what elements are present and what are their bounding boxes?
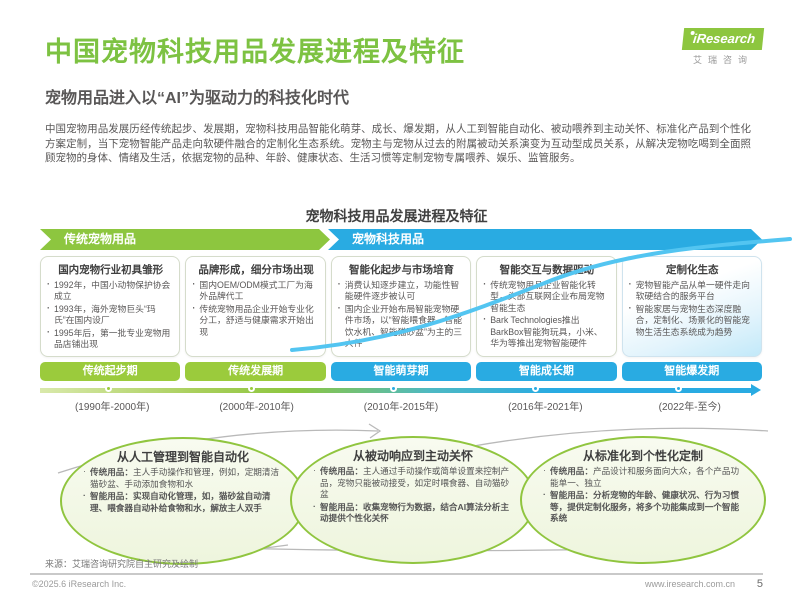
phase-label-2: 传统发展期 <box>185 362 326 381</box>
stage-boxes: 国内宠物行业初具雏形 1992年，中国小动物保护协会成立 1993年，海外宠物巨… <box>40 256 762 357</box>
stage-heading: 智能化起步与市场培育 <box>348 264 454 276</box>
timeline-dot <box>674 385 682 392</box>
phase-label-1: 传统起步期 <box>40 362 181 381</box>
stage-bullet: 传统宠物用品企业智能化转型，头部互联网企业布局宠物智能生态 <box>483 279 610 314</box>
feature-item-text: 分析宠物的年龄、健康状况、行为习惯等，提供定制化服务，将多个功能集成到一个智能系… <box>550 490 740 524</box>
feature-item-text: 主人通过手动操作或简单设置来控制产品，宠物只能被动接受，如定时喂食器、自动猫砂盆 <box>320 466 510 500</box>
feature-item-label: 智能用品： <box>320 501 363 512</box>
feature-ellipse-personalization: 从标准化到个性化定制 传统用品：产品设计和服务面向大众，各个产品功能单一、独立 … <box>520 436 766 564</box>
stage-bullet: 传统宠物用品企业开始专业化分工，舒适与健康需求开始出现 <box>192 303 319 338</box>
feature-item: 传统用品：主人通过手动操作或简单设置来控制产品，宠物只能被动接受，如定时喂食器、… <box>311 465 515 501</box>
feature-item: 传统用品：产品设计和服务面向大众，各个产品功能单一、独立 <box>541 465 745 489</box>
feature-item: 智能用品：实现自动化管理，如，猫砂盆自动清理、喂食器自动补给食物和水，解放主人双… <box>81 490 285 514</box>
feature-ellipse-proactive-care: 从被动响应到主动关怀 传统用品：主人通过手动操作或简单设置来控制产品，宠物只能被… <box>290 436 536 564</box>
feature-item-text: 产品设计和服务面向大众，各个产品功能单一、独立 <box>550 466 740 488</box>
year-labels: (1990年-2000年) (2000年-2010年) (2010年-2015年… <box>40 398 762 413</box>
feature-item-label: 智能用品： <box>90 491 133 502</box>
stage-heading: 国内宠物行业初具雏形 <box>58 264 164 276</box>
stage-heading: 品牌形成，细分市场出现 <box>198 264 314 276</box>
timeline-dot <box>532 385 540 392</box>
feature-item: 智能用品：收集宠物行为数据，结合AI算法分析主动提供个性化关怀 <box>311 501 515 525</box>
diagram-title: 宠物科技用品发展进程及特征 <box>305 208 488 224</box>
feature-item-label: 传统用品： <box>550 466 593 476</box>
stage-box-5: 定制化生态 宠物智能产品从单一硬件走向软硬结合的服务平台 智能家居与宠物生态深度… <box>621 256 762 357</box>
stage-bullet: 1993年，海外宠物巨头“玛氏”在国内设厂 <box>47 303 174 327</box>
stage-bullet: 消费认知逐步建立，功能性智能硬件逐步被认可 <box>338 279 465 303</box>
year-range-1: (1990年-2000年) <box>74 402 150 413</box>
stage-heading: 定制化生态 <box>666 264 719 276</box>
year-range-5: (2022年-至今) <box>658 402 721 413</box>
category-bar-tech: 宠物科技用品 <box>328 229 762 250</box>
feature-item-label: 智能用品： <box>550 490 593 501</box>
year-range-4: (2016年-2021年) <box>508 402 583 413</box>
timeline-diagram: 传统宠物用品 宠物科技用品 国内宠物行业初具雏形 1992年，中国小动物保护协会… <box>40 229 762 415</box>
stage-bullet: 国内OEM/ODM模式工厂为海外品牌代工 <box>192 279 319 303</box>
intro-paragraph: 中国宠物用品发展历经传统起步、发展期，宠物科技用品智能化萌芽、成长、爆发期，从人… <box>45 123 751 165</box>
feature-item-label: 传统用品： <box>320 466 363 476</box>
stage-bullet: Bark Technologies推出BarkBox智能狗玩具，小米、华为等推出… <box>483 314 610 349</box>
timeline-arrow-icon <box>751 384 761 396</box>
stage-box-2: 品牌形成，细分市场出现 国内OEM/ODM模式工厂为海外品牌代工 传统宠物用品企… <box>185 256 326 357</box>
timeline-axis <box>40 384 761 396</box>
feature-ellipse-automation: 从人工管理到智能自动化 传统用品：主人手动操作和管理，例如，定期清洁猫砂盆、手动… <box>60 437 306 565</box>
feature-title: 从标准化到个性化定制 <box>582 449 703 463</box>
footer-page-number: 5 <box>756 578 763 590</box>
logo-brand-cn: 艾瑞咨询 <box>692 55 753 65</box>
footer-divider <box>30 573 763 575</box>
feature-title: 从被动响应到主动关怀 <box>352 449 473 463</box>
timeline-dot <box>390 385 397 392</box>
source-note: 来源：艾瑞咨询研究院自主研究及绘制 <box>45 559 199 569</box>
feature-item-label: 传统用品： <box>90 467 133 477</box>
stage-box-1: 国内宠物行业初具雏形 1992年，中国小动物保护协会成立 1993年，海外宠物巨… <box>40 256 181 357</box>
stage-bullet: 1995年后，第一批专业宠物用品店铺出现 <box>47 327 174 351</box>
iresearch-logo: iResearch 艾瑞咨询 <box>681 28 765 66</box>
stage-bullet: 1992年，中国小动物保护协会成立 <box>47 279 174 303</box>
timeline-dot <box>105 385 113 392</box>
timeline-dot <box>247 385 255 392</box>
year-range-3: (2010年-2015年) <box>363 402 439 413</box>
stage-bullet: 宠物智能产品从单一硬件走向软硬结合的服务平台 <box>629 279 756 303</box>
page-title: 中国宠物科技用品发展进程及特征 <box>45 37 465 67</box>
feature-title: 从人工管理到智能自动化 <box>116 450 249 464</box>
category-bar-traditional: 传统宠物用品 <box>40 229 330 250</box>
feature-item-text: 收集宠物行为数据，结合AI算法分析主动提供个性化关怀 <box>320 501 510 524</box>
phase-label-4: 智能成长期 <box>476 362 617 381</box>
stage-bullet: 智能家居与宠物生态深度融合，定制化、场景化的智能宠物生活生态系统成为趋势 <box>629 303 756 338</box>
feature-item-text: 主人手动操作和管理，例如，定期清洁猫砂盆、手动添加食物和水 <box>90 467 280 489</box>
feature-item: 智能用品：分析宠物的年龄、健康状况、行为习惯等，提供定制化服务，将多个功能集成到… <box>541 489 745 525</box>
year-range-2: (2000年-2010年) <box>219 402 294 413</box>
stage-box-3: 智能化起步与市场培育 消费认知逐步建立，功能性智能硬件逐步被认可 国内企业开始布… <box>330 256 472 357</box>
stage-bullet: 国内企业开始布局智能宠物硬件市场，以“智能喂食器、智能饮水机、智能猫砂盆”为主的… <box>338 303 465 350</box>
stage-box-4: 智能交互与数据驱动 传统宠物用品企业智能化转型，头部互联网企业布局宠物智能生态 … <box>476 256 617 357</box>
feature-item-text: 实现自动化管理，如，猫砂盆自动清理、喂食器自动补给食物和水，解放主人双手 <box>90 491 271 513</box>
phase-labels: 传统起步期 传统发展期 智能萌芽期 智能成长期 智能爆发期 <box>40 362 762 381</box>
feature-item: 传统用品：主人手动操作和管理，例如，定期清洁猫砂盆、手动添加食物和水 <box>81 466 285 490</box>
logo-flag: iResearch <box>681 28 765 50</box>
phase-label-3: 智能萌芽期 <box>330 362 472 381</box>
phase-label-5: 智能爆发期 <box>621 362 762 381</box>
footer-copyright: ©2025.6 iResearch Inc. <box>32 579 127 589</box>
footer-url: www.iresearch.com.cn <box>644 579 735 589</box>
logo-brand: iResearch <box>692 31 756 46</box>
stage-heading: 智能交互与数据驱动 <box>499 264 595 276</box>
page-subtitle: 宠物用品进入以“AI”为驱动力的科技化时代 <box>45 90 350 107</box>
